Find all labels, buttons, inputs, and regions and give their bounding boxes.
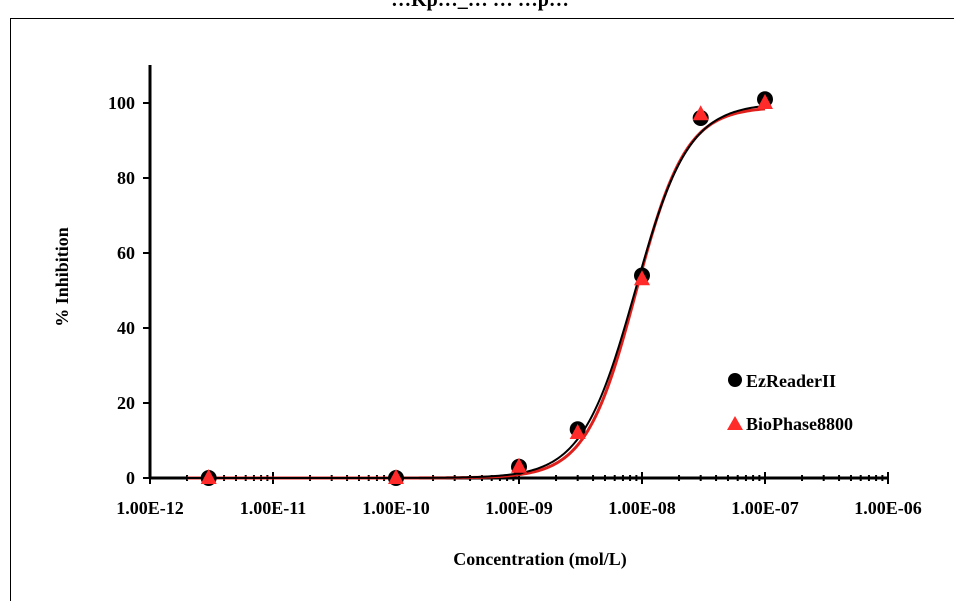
- legend: EzReaderII BioPhase8800: [727, 371, 853, 434]
- y-tick-label: 40: [117, 318, 135, 338]
- x-tick-label: 1.00E-11: [240, 498, 307, 518]
- x-tick-label: 1.00E-12: [116, 498, 184, 518]
- legend-label-ezreaderii: EzReaderII: [746, 371, 836, 391]
- y-tick-label: 20: [117, 393, 135, 413]
- legend-marker-biophase8800: [727, 416, 743, 430]
- chart-title: …Kp…_… … …p…: [391, 0, 569, 11]
- y-tick-label: 60: [117, 243, 135, 263]
- x-tick-label: 1.00E-10: [362, 498, 430, 518]
- x-tick-label: 1.00E-09: [485, 498, 553, 518]
- y-tick-label: 100: [108, 93, 135, 113]
- legend-marker-ezreaderii: [728, 373, 742, 387]
- y-tick-label: 80: [117, 168, 135, 188]
- x-tick-label: 1.00E-08: [608, 498, 676, 518]
- y-tick-label: 0: [126, 468, 135, 488]
- y-axis-title: % Inhibition: [52, 227, 72, 327]
- x-axis-title: Concentration (mol/L): [453, 549, 626, 570]
- legend-label-biophase8800: BioPhase8800: [746, 414, 853, 434]
- plot-layer: 0 20 40 60 80 100 1.00E-12 1.00E-11 1.00E-10 1.00…: [108, 65, 922, 518]
- x-tick-label: 1.00E-06: [854, 498, 922, 518]
- x-tick-label: 1.00E-07: [731, 498, 799, 518]
